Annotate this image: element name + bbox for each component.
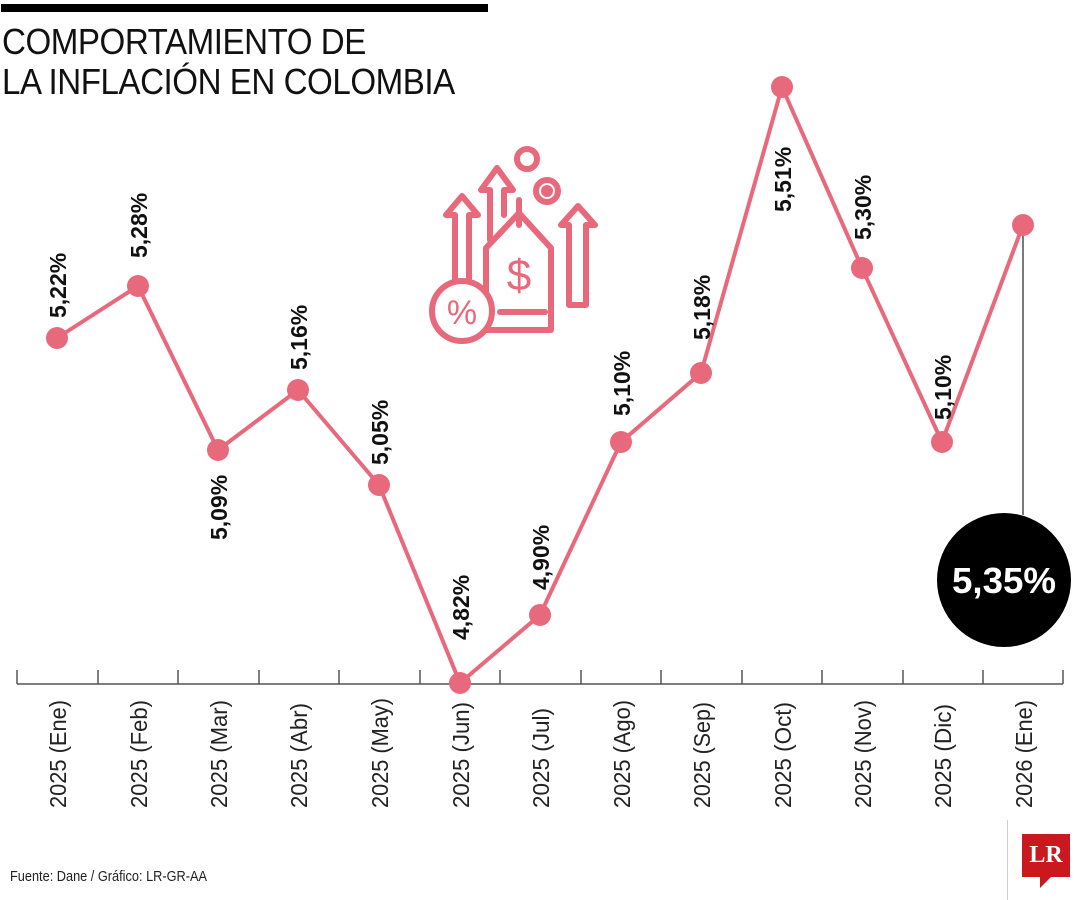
- svg-text:$: $: [507, 251, 531, 300]
- data-point: [1012, 214, 1034, 236]
- x-axis-label: 2025 (Sep): [689, 702, 715, 808]
- x-axis-label: 2025 (Nov): [850, 700, 876, 808]
- value-labels: 5,22% 5,28% 5,09% 5,16% 5,05% 4,82% 4,90…: [45, 147, 956, 640]
- data-point: [771, 76, 793, 98]
- value-label: 5,22%: [45, 253, 71, 318]
- data-point: [449, 672, 471, 694]
- data-point: [127, 275, 149, 297]
- top-rule: [1, 4, 488, 12]
- data-point: [287, 379, 309, 401]
- inflation-price-tag-arrows-icon: $ %: [429, 146, 598, 344]
- value-label: 5,30%: [850, 175, 876, 240]
- value-label: 5,28%: [126, 193, 152, 258]
- value-label: 4,82%: [448, 575, 474, 640]
- value-label: 5,05%: [367, 400, 393, 465]
- x-axis-label: 2025 (Abr): [286, 703, 312, 808]
- x-axis-label: 2025 (Jul): [528, 708, 554, 808]
- data-point: [851, 257, 873, 279]
- x-axis-label: 2025 (Oct): [770, 702, 796, 808]
- lr-logo: LR: [1022, 834, 1070, 877]
- source-note: Fuente: Dane / Gráfico: LR-GR-AA: [10, 868, 208, 885]
- x-axis: [16, 670, 1064, 685]
- x-axis-label: 2025 (Jun): [448, 702, 474, 808]
- data-point: [207, 439, 229, 461]
- data-point: [931, 431, 953, 453]
- x-axis-label: 2025 (Ene): [45, 700, 71, 808]
- x-axis-label: 2025 (Feb): [126, 700, 152, 808]
- data-point: [529, 604, 551, 626]
- page-title: COMPORTAMIENTO DE LA INFLACIÓN EN COLOMB…: [2, 22, 455, 102]
- value-label: 5,16%: [286, 305, 312, 370]
- x-axis-label: 2026 (Ene): [1011, 700, 1037, 808]
- data-point: [690, 362, 712, 384]
- footer-divider: [1007, 820, 1008, 900]
- highlight-badge: 5,35%: [937, 513, 1071, 647]
- svg-text:%: %: [447, 294, 477, 332]
- value-label: 5,09%: [206, 475, 232, 540]
- data-point: [46, 327, 68, 349]
- x-axis-label: 2025 (Dic): [930, 704, 956, 808]
- data-points: [46, 76, 1034, 694]
- highlight-value: 5,35%: [952, 560, 1056, 601]
- lr-logo-tail: [1040, 876, 1052, 888]
- value-label: 5,10%: [930, 355, 956, 420]
- value-label: 5,18%: [689, 275, 715, 340]
- data-point: [368, 474, 390, 496]
- inflation-series-line: [55, 85, 1025, 685]
- data-point: [610, 431, 632, 453]
- x-axis-label: 2025 (Ago): [609, 700, 635, 808]
- value-label: 5,51%: [770, 147, 796, 212]
- value-label: 5,10%: [609, 351, 635, 416]
- x-axis-label: 2025 (Mar): [206, 700, 232, 808]
- x-axis-label: 2025 (May): [367, 698, 393, 808]
- title-line-1: COMPORTAMIENTO DE: [2, 21, 366, 62]
- title-line-2: LA INFLACIÓN EN COLOMBIA: [2, 61, 455, 102]
- value-label: 4,90%: [528, 525, 554, 590]
- x-axis-labels: 2025 (Ene) 2025 (Feb) 2025 (Mar) 2025 (A…: [45, 698, 1037, 808]
